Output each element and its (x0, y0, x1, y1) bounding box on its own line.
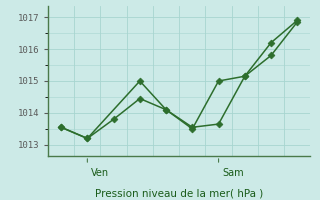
Text: Pression niveau de la mer( hPa ): Pression niveau de la mer( hPa ) (95, 189, 263, 199)
Text: Ven: Ven (91, 168, 109, 178)
Text: Sam: Sam (222, 168, 244, 178)
